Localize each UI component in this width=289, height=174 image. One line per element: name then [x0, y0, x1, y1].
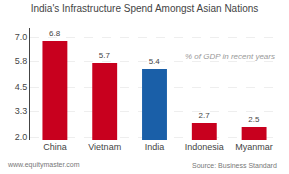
svg-text:Indonesia: Indonesia	[185, 142, 224, 152]
svg-text:5.7: 5.7	[99, 51, 111, 60]
svg-text:India's Infrastructure Spend A: India's Infrastructure Spend Amongst Asi…	[31, 3, 259, 14]
svg-text:5.4: 5.4	[149, 57, 161, 66]
svg-text:2.0: 2.0	[15, 132, 28, 142]
svg-text:Source: Business Standard: Source: Business Standard	[192, 162, 277, 169]
svg-text:Myanmar: Myanmar	[235, 142, 273, 152]
svg-text:4.5: 4.5	[15, 82, 28, 92]
svg-text:2.7: 2.7	[198, 111, 210, 120]
svg-text:2.5: 2.5	[248, 115, 260, 124]
svg-text:www.equitymaster.com: www.equitymaster.com	[7, 161, 80, 169]
svg-text:3.3: 3.3	[15, 106, 28, 116]
svg-text:5.8: 5.8	[15, 56, 28, 66]
svg-text:7.0: 7.0	[15, 32, 28, 42]
svg-text:India: India	[145, 142, 165, 152]
svg-text:6.8: 6.8	[49, 29, 61, 38]
svg-text:China: China	[43, 142, 67, 152]
svg-text:Vietnam: Vietnam	[88, 142, 121, 152]
svg-text:% of GDP in recent years: % of GDP in recent years	[185, 52, 275, 61]
